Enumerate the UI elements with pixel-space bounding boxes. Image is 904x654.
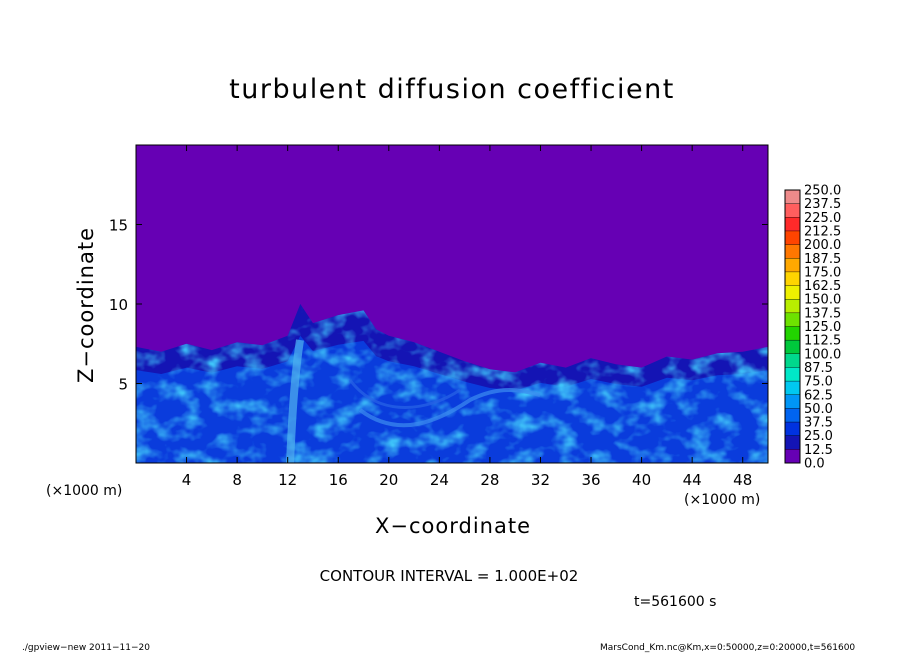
colorbar-swatch [784,435,801,450]
chart-title: turbulent diffusion coefficient [229,74,675,105]
colorbar-label: 200.0 [804,238,841,253]
wave-streak [348,379,461,409]
colorbar-label: 62.5 [804,388,833,403]
x-tick-label: 28 [480,471,499,489]
colorbar-swatch [784,230,801,246]
colorbar-swatch [784,189,801,205]
colorbar-label: 150.0 [804,293,841,308]
colorbar-swatch [784,285,801,300]
colorbar-label: 100.0 [804,347,841,362]
x-tick-label: 24 [430,471,449,489]
colorbar-label: 25.0 [804,429,833,444]
footer-right: MarsCond_Km.nc@Km,x=0:50000,z=0:20000,t=… [600,643,856,653]
colorbar-swatch [784,299,801,314]
x-tick-label: 4 [182,471,192,489]
colorbar-label: 237.5 [804,197,841,212]
contour-interval: CONTOUR INTERVAL = 1.000E+02 [319,567,579,585]
colorbar-swatch [784,271,801,287]
colorbar-label: 225.0 [804,211,841,226]
colorbar-swatch [784,394,801,409]
y-axis-ticks: 5 10 15 [109,217,768,394]
y-tick-label: 15 [109,217,128,235]
x-tick-label: 44 [683,471,702,489]
colorbar-swatch [784,258,801,273]
y-axis-label: Z−coordinate [74,227,98,383]
colorbar-swatch [784,339,801,355]
colorbar-swatch [784,326,801,341]
colorbar-swatch [784,353,801,368]
x-tick-label: 16 [329,471,348,489]
x-tick-label: 32 [531,471,550,489]
colorbar-label: 37.5 [804,416,833,431]
y-tick-label: 5 [118,376,128,394]
time-label: t=561600 s [634,594,717,610]
colorbar-swatch [784,380,801,396]
x-tick-label: 36 [581,471,600,489]
colorbar-swatch [784,203,801,218]
colorbar-swatch [784,312,801,328]
colorbar-swatch [784,367,801,382]
x-unit-label-right: (×1000 m) [684,492,761,508]
colorbar-label: 137.5 [804,306,841,321]
x-tick-label: 48 [733,471,752,489]
colorbar-label: 250.0 [804,184,841,199]
y-tick-label: 10 [109,296,128,314]
x-unit-label-left: (×1000 m) [46,483,123,499]
colorbar-swatch [784,421,801,437]
colorbar-label: 50.0 [804,402,833,417]
colorbar-swatch [784,408,801,423]
colorbar-frame [784,189,801,464]
x-axis-label: X−coordinate [375,514,531,538]
x-axis-ticks: 4 8 12 16 20 24 28 32 36 40 44 48 [182,145,752,489]
colorbar-swatch [784,449,801,464]
colorbar-label: 187.5 [804,252,841,267]
colorbar-label: 162.5 [804,279,841,294]
wave-streak [358,388,541,428]
colorbar: 250.0237.5225.0212.5200.0187.5175.0162.5… [784,184,841,472]
colorbar-label: 175.0 [804,265,841,280]
colorbar-label: 12.5 [804,443,833,458]
colorbar-label: 87.5 [804,361,833,376]
colorbar-label: 125.0 [804,320,841,335]
colorbar-swatch [784,217,801,232]
x-tick-label: 40 [632,471,651,489]
plume-streak [286,339,304,463]
x-tick-label: 20 [379,471,398,489]
x-tick-label: 12 [278,471,297,489]
footer-left: ./gpview−new 2011−11−20 [22,643,150,653]
x-tick-label: 8 [232,471,242,489]
colorbar-label: 75.0 [804,375,833,390]
colorbar-label: 212.5 [804,224,841,239]
colorbar-swatch [784,244,801,259]
colorbar-label: 112.5 [804,334,841,349]
colorbar-label: 0.0 [804,457,825,472]
